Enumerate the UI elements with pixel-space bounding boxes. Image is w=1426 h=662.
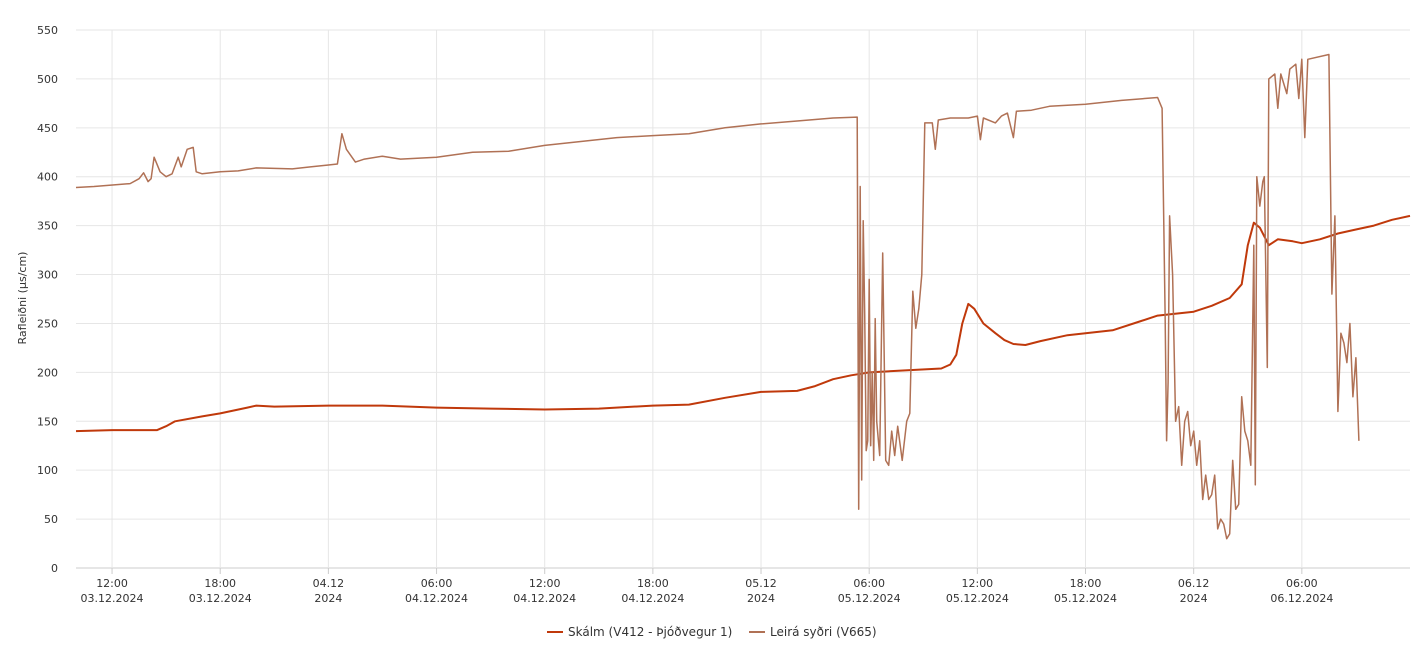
y-tick-label: 0 <box>51 562 58 575</box>
x-tick-label-line1: 06:00 <box>1286 577 1318 590</box>
series-line-0[interactable] <box>75 214 1411 433</box>
y-tick-label: 550 <box>37 24 58 37</box>
x-tick-label-line1: 18:00 <box>204 577 236 590</box>
y-tick-label: 400 <box>37 171 58 184</box>
x-tick-label-line2: 2024 <box>1180 592 1208 605</box>
x-tick-label-line2: 05.12.2024 <box>1054 592 1117 605</box>
y-tick-label: 350 <box>37 220 58 233</box>
x-tick-label-line1: 18:00 <box>637 577 669 590</box>
y-axis-title: Rafleiðni (µs/cm) <box>16 252 29 345</box>
series-lines <box>75 53 1411 540</box>
legend-item-1[interactable]: Leirá syðri (V665) <box>749 625 877 639</box>
y-axis: 0 50 100 150 200 250 300 350 400 450 500 550 <box>37 24 58 575</box>
legend-item-0[interactable]: Skálm (V412 - Þjóðvegur 1) <box>547 625 732 639</box>
x-tick-label-line2: 03.12.2024 <box>81 592 144 605</box>
x-tick-label-line1: 18:00 <box>1070 577 1102 590</box>
y-tick-label: 250 <box>37 317 58 330</box>
legend-label: Leirá syðri (V665) <box>770 625 877 639</box>
legend-label: Skálm (V412 - Þjóðvegur 1) <box>568 625 732 639</box>
x-tick-label-line2: 2024 <box>747 592 775 605</box>
grid <box>76 29 1410 569</box>
x-tick-label-line2: 2024 <box>314 592 342 605</box>
y-tick-label: 50 <box>44 513 58 526</box>
x-tick-label-line2: 04.12.2024 <box>405 592 468 605</box>
series-line-1[interactable] <box>75 53 1360 540</box>
x-axis: 12:00 03.12.2024 18:00 03.12.2024 04.12 2024 0… <box>81 568 1333 605</box>
x-tick-label-line2: 05.12.2024 <box>946 592 1009 605</box>
x-tick-label-line1: 04.12 <box>313 577 345 590</box>
legend: Skálm (V412 - Þjóðvegur 1) Leirá syðri (V… <box>547 625 877 639</box>
y-tick-label: 150 <box>37 415 58 428</box>
x-tick-label-line1: 06:00 <box>853 577 885 590</box>
y-tick-label: 300 <box>37 269 58 282</box>
x-tick-label-line2: 04.12.2024 <box>513 592 576 605</box>
x-tick-label-line1: 06.12 <box>1178 577 1210 590</box>
x-tick-label-line2: 03.12.2024 <box>189 592 252 605</box>
x-tick-label-line1: 12:00 <box>961 577 993 590</box>
x-tick-label-line1: 05.12 <box>745 577 777 590</box>
x-tick-label-line1: 06:00 <box>421 577 453 590</box>
x-tick-label-line1: 12:00 <box>529 577 561 590</box>
y-tick-label: 200 <box>37 366 58 379</box>
y-tick-label: 100 <box>37 464 58 477</box>
y-tick-label: 450 <box>37 122 58 135</box>
x-tick-label-line1: 12:00 <box>96 577 128 590</box>
x-tick-label-line2: 04.12.2024 <box>621 592 684 605</box>
x-tick-label-line2: 06.12.2024 <box>1270 592 1333 605</box>
y-tick-label: 500 <box>37 73 58 86</box>
x-tick-label-line2: 05.12.2024 <box>838 592 901 605</box>
